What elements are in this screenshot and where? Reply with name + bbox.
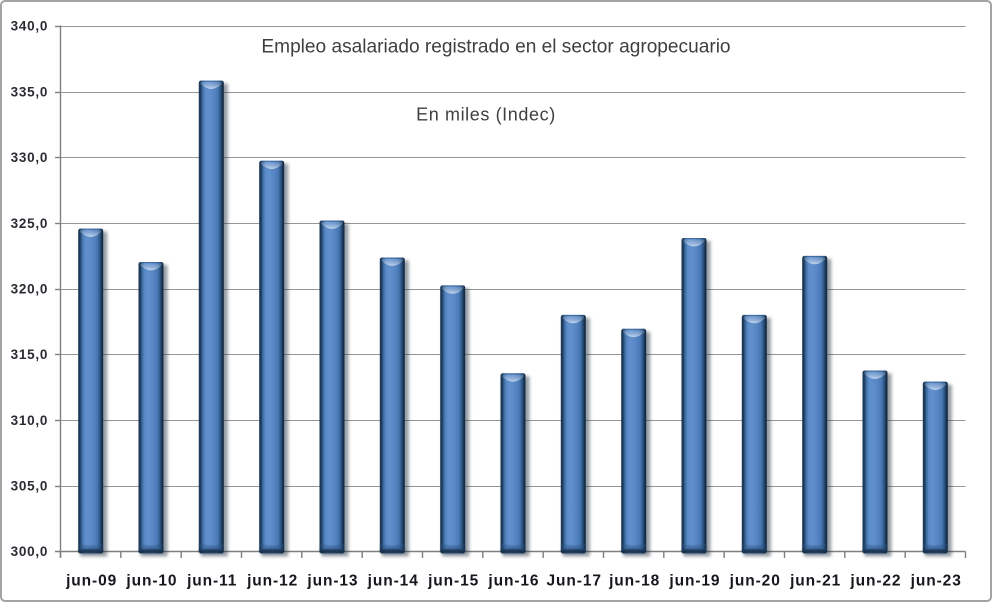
svg-text:320,0: 320,0 bbox=[11, 281, 49, 296]
svg-text:jun-19: jun-19 bbox=[668, 572, 720, 589]
svg-text:jun-22: jun-22 bbox=[849, 572, 901, 589]
svg-text:jun-21: jun-21 bbox=[789, 572, 841, 589]
svg-text:jun-18: jun-18 bbox=[608, 572, 660, 589]
svg-text:En miles (Indec): En miles (Indec) bbox=[416, 105, 556, 125]
svg-text:335,0: 335,0 bbox=[11, 84, 49, 99]
svg-text:jun-10: jun-10 bbox=[125, 572, 177, 589]
svg-text:jun-16: jun-16 bbox=[487, 572, 539, 589]
svg-text:305,0: 305,0 bbox=[11, 479, 49, 494]
svg-text:315,0: 315,0 bbox=[11, 347, 49, 362]
svg-text:jun-23: jun-23 bbox=[910, 572, 962, 589]
svg-text:340,0: 340,0 bbox=[11, 19, 49, 34]
svg-text:jun-13: jun-13 bbox=[306, 572, 358, 589]
svg-text:Jun-17: Jun-17 bbox=[547, 572, 602, 589]
svg-text:310,0: 310,0 bbox=[11, 413, 49, 428]
svg-text:300,0: 300,0 bbox=[11, 544, 49, 559]
svg-text:jun-20: jun-20 bbox=[729, 572, 781, 589]
svg-text:jun-15: jun-15 bbox=[427, 572, 479, 589]
svg-text:325,0: 325,0 bbox=[11, 216, 49, 231]
svg-text:330,0: 330,0 bbox=[11, 150, 49, 165]
svg-text:jun-12: jun-12 bbox=[246, 572, 298, 589]
svg-text:jun-11: jun-11 bbox=[186, 572, 237, 589]
svg-text:jun-09: jun-09 bbox=[65, 572, 117, 589]
svg-text:Empleo asalariado registrado e: Empleo asalariado registrado en el secto… bbox=[261, 37, 730, 58]
svg-text:jun-14: jun-14 bbox=[367, 572, 419, 589]
